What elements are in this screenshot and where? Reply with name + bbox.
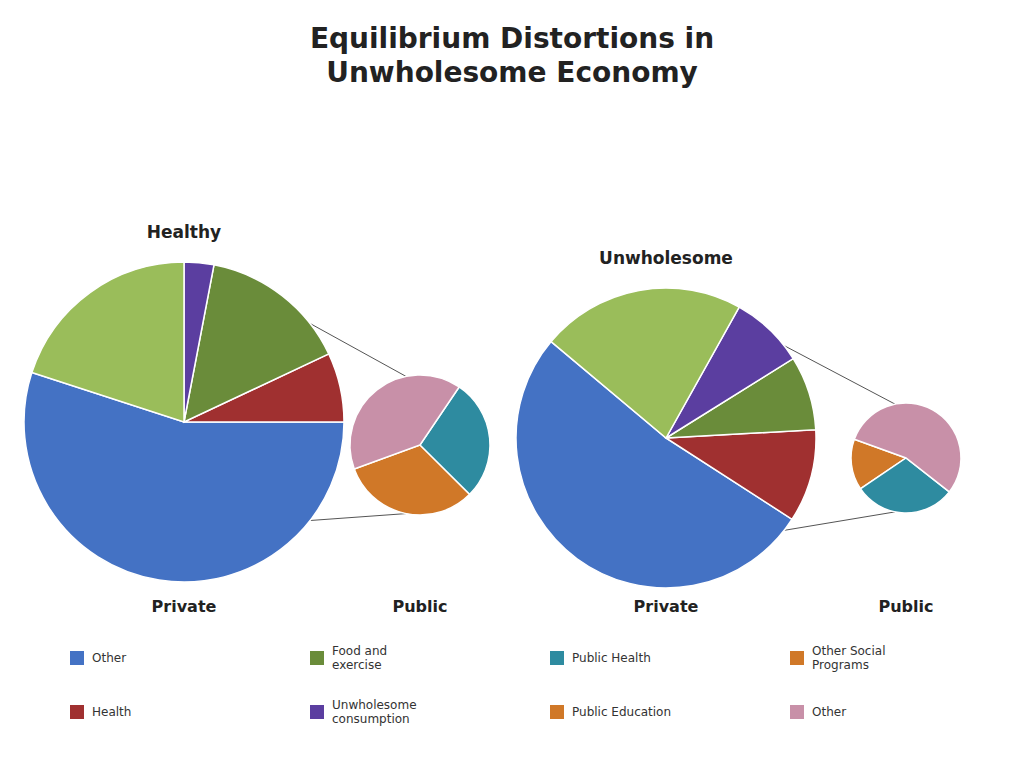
pie-slice [184,262,214,422]
legend-label: Health [92,705,131,719]
legend-swatch [550,705,564,719]
pie-slice [854,403,961,492]
legend: Other Health Food andexercise Unwholesomeco… [70,644,885,726]
pie-slice [666,430,816,520]
legend-label-line: Other Social [812,644,885,658]
legend-swatch [70,651,84,665]
legend-label: Public Health [572,651,651,665]
legend-label-line: Other [92,651,126,665]
group-label: Unwholesome [599,248,733,268]
title: Equilibrium Distortions inUnwholesome Ec… [310,22,714,89]
legend-label: Other [812,705,846,719]
connector-line [310,514,406,521]
legend-swatch [310,705,324,719]
legend-label-line: Health [92,705,131,719]
pie [851,403,961,513]
legend-label: Food andexercise [332,644,387,672]
legend-label-line: exercise [332,658,382,672]
legend-swatch [550,651,564,665]
legend-label-line: Food and [332,644,387,658]
legend-label: Other [92,651,126,665]
pie-title: Private [634,597,699,616]
legend-label-line: Public Education [572,705,671,719]
connector-line [784,512,895,530]
legend-label-line: Programs [812,658,869,672]
legend-label-line: consumption [332,712,410,726]
legend-label: Other SocialPrograms [812,644,885,672]
title-line: Unwholesome Economy [326,56,698,89]
pie-title: Public [392,597,447,616]
group-label: Healthy [147,222,221,242]
pie [24,262,344,582]
legend-label: Unwholesomeconsumption [332,698,417,726]
pie [350,375,490,515]
legend-label-line: Other [812,705,846,719]
legend-label-line: Unwholesome [332,698,417,712]
legend-label: Public Education [572,705,671,719]
chart: Equilibrium Distortions inUnwholesome Ec… [0,0,1024,768]
legend-swatch [70,705,84,719]
pie-slice [551,288,739,438]
pie-title: Public [878,597,933,616]
pie [516,288,816,588]
legend-swatch [310,651,324,665]
title-line: Equilibrium Distortions in [310,22,714,55]
legend-label-line: Public Health [572,651,651,665]
pie-slice [32,262,184,422]
legend-swatch [790,651,804,665]
legend-swatch [790,705,804,719]
pie-title: Private [152,597,217,616]
pie-slice [350,375,459,469]
